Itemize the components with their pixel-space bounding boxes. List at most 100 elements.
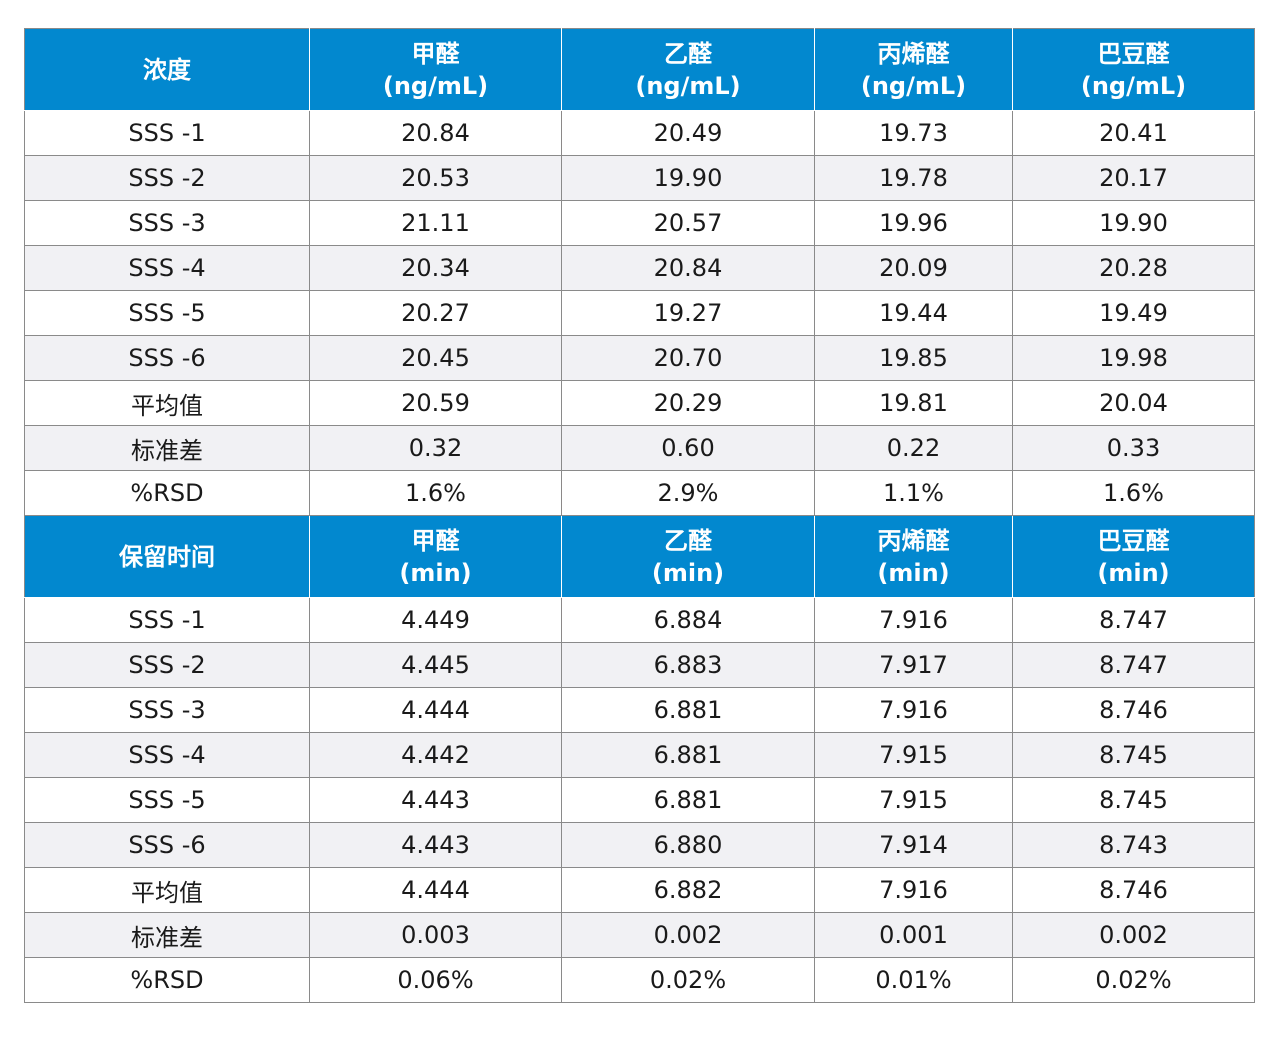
value-cell-formaldehyde: 4.443	[309, 777, 562, 823]
value-cell-acrolein: 19.96	[814, 200, 1013, 246]
value-cell-crotonaldehyde: 8.747	[1012, 642, 1255, 688]
value-cell-formaldehyde: 4.449	[309, 597, 562, 643]
value-cell-crotonaldehyde: 8.745	[1012, 732, 1255, 778]
row-label-cell: SSS -4	[24, 732, 310, 778]
header-name: 丙烯醛	[877, 526, 950, 555]
value-cell-crotonaldehyde: 8.746	[1012, 687, 1255, 733]
header-cell-crotonaldehyde: 巴豆醛 (ng/mL)	[1012, 28, 1255, 111]
value-cell-formaldehyde: 4.444	[309, 687, 562, 733]
value-cell-formaldehyde: 4.444	[309, 867, 562, 913]
value-cell-formaldehyde: 21.11	[309, 200, 562, 246]
value-cell-crotonaldehyde: 8.743	[1012, 822, 1255, 868]
value-cell-crotonaldehyde: 8.745	[1012, 777, 1255, 823]
header-unit: (min)	[651, 558, 725, 587]
value-cell-acetaldehyde: 20.49	[561, 110, 815, 156]
table-row: %RSD 0.06% 0.02% 0.01% 0.02%	[24, 957, 1255, 1003]
value-cell-formaldehyde: 20.27	[309, 290, 562, 336]
value-cell-acrolein: 1.1%	[814, 470, 1013, 516]
value-cell-acetaldehyde: 6.883	[561, 642, 815, 688]
value-cell-acetaldehyde: 6.881	[561, 777, 815, 823]
header-unit: (ng/mL)	[635, 71, 741, 100]
header-name: 巴豆醛	[1097, 526, 1170, 555]
value-cell-crotonaldehyde: 8.747	[1012, 597, 1255, 643]
value-cell-formaldehyde: 20.53	[309, 155, 562, 201]
row-label-cell: 平均值	[24, 867, 310, 913]
value-cell-acrolein: 0.22	[814, 425, 1013, 471]
value-cell-crotonaldehyde: 0.33	[1012, 425, 1255, 471]
value-cell-acetaldehyde: 20.29	[561, 380, 815, 426]
value-cell-formaldehyde: 4.445	[309, 642, 562, 688]
row-label-cell: SSS -3	[24, 687, 310, 733]
header-cell-label: 浓度	[24, 28, 310, 111]
header-name: 乙醛	[664, 526, 712, 555]
header-unit: (min)	[1097, 558, 1170, 587]
value-cell-acetaldehyde: 0.002	[561, 912, 815, 958]
row-label-cell: %RSD	[24, 470, 310, 516]
value-cell-acetaldehyde: 19.90	[561, 155, 815, 201]
header-cell-formaldehyde: 甲醛 (min)	[309, 515, 562, 598]
row-label-cell: SSS -2	[24, 642, 310, 688]
table-row: SSS -2 4.445 6.883 7.917 8.747	[24, 642, 1255, 688]
header-unit: (min)	[399, 558, 472, 587]
value-cell-formaldehyde: 4.442	[309, 732, 562, 778]
header-cell-acetaldehyde: 乙醛 (min)	[561, 515, 815, 598]
row-label-cell: 平均值	[24, 380, 310, 426]
results-table: 浓度 甲醛 (ng/mL) 乙醛 (ng/mL) 丙烯醛 (ng/mL) 巴豆醛 (ng/mL)…	[24, 28, 1255, 1003]
header-cell-crotonaldehyde: 巴豆醛 (min)	[1012, 515, 1255, 598]
table-row: SSS -5 20.27 19.27 19.44 19.49	[24, 290, 1255, 336]
value-cell-acrolein: 7.916	[814, 867, 1013, 913]
header-cell-label: 保留时间	[24, 515, 310, 598]
header-name: 乙醛	[664, 39, 712, 68]
value-cell-formaldehyde: 20.59	[309, 380, 562, 426]
table-row: %RSD 1.6% 2.9% 1.1% 1.6%	[24, 470, 1255, 516]
value-cell-crotonaldehyde: 20.04	[1012, 380, 1255, 426]
row-label-cell: SSS -6	[24, 822, 310, 868]
value-cell-crotonaldehyde: 0.02%	[1012, 957, 1255, 1003]
value-cell-formaldehyde: 0.003	[309, 912, 562, 958]
header-name: 甲醛	[411, 39, 460, 68]
header-name: 丙烯醛	[877, 39, 950, 68]
value-cell-formaldehyde: 1.6%	[309, 470, 562, 516]
value-cell-formaldehyde: 4.443	[309, 822, 562, 868]
row-label-cell: 标准差	[24, 912, 310, 958]
header-cell-acrolein: 丙烯醛 (ng/mL)	[814, 28, 1013, 111]
table-row: SSS -6 20.45 20.70 19.85 19.98	[24, 335, 1255, 381]
value-cell-acetaldehyde: 20.84	[561, 245, 815, 291]
value-cell-acrolein: 7.917	[814, 642, 1013, 688]
value-cell-formaldehyde: 20.84	[309, 110, 562, 156]
value-cell-crotonaldehyde: 19.49	[1012, 290, 1255, 336]
header-cell-acrolein: 丙烯醛 (min)	[814, 515, 1013, 598]
value-cell-acetaldehyde: 6.880	[561, 822, 815, 868]
value-cell-acetaldehyde: 6.882	[561, 867, 815, 913]
table-row: SSS -2 20.53 19.90 19.78 20.17	[24, 155, 1255, 201]
value-cell-crotonaldehyde: 19.98	[1012, 335, 1255, 381]
value-cell-acrolein: 7.916	[814, 597, 1013, 643]
row-label-cell: SSS -3	[24, 200, 310, 246]
value-cell-acetaldehyde: 6.881	[561, 687, 815, 733]
value-cell-crotonaldehyde: 20.41	[1012, 110, 1255, 156]
table-row: SSS -3 4.444 6.881 7.916 8.746	[24, 687, 1255, 733]
header-cell-formaldehyde: 甲醛 (ng/mL)	[309, 28, 562, 111]
header-cell-acetaldehyde: 乙醛 (ng/mL)	[561, 28, 815, 111]
table-row: SSS -4 20.34 20.84 20.09 20.28	[24, 245, 1255, 291]
value-cell-crotonaldehyde: 20.17	[1012, 155, 1255, 201]
row-label-cell: SSS -6	[24, 335, 310, 381]
row-label-cell: SSS -1	[24, 597, 310, 643]
value-cell-formaldehyde: 0.06%	[309, 957, 562, 1003]
table-row: SSS -1 4.449 6.884 7.916 8.747	[24, 597, 1255, 643]
table-row: 标准差 0.003 0.002 0.001 0.002	[24, 912, 1255, 958]
value-cell-acrolein: 7.914	[814, 822, 1013, 868]
header-name: 巴豆醛	[1097, 39, 1170, 68]
table-row: SSS -1 20.84 20.49 19.73 20.41	[24, 110, 1255, 156]
header-unit: (ng/mL)	[382, 71, 489, 100]
value-cell-formaldehyde: 20.34	[309, 245, 562, 291]
header-name: 保留时间	[119, 542, 215, 571]
value-cell-formaldehyde: 0.32	[309, 425, 562, 471]
header-unit: (ng/mL)	[1080, 71, 1187, 100]
table-row: SSS -4 4.442 6.881 7.915 8.745	[24, 732, 1255, 778]
row-label-cell: SSS -5	[24, 290, 310, 336]
value-cell-acetaldehyde: 20.57	[561, 200, 815, 246]
table-body: 浓度 甲醛 (ng/mL) 乙醛 (ng/mL) 丙烯醛 (ng/mL) 巴豆醛 (ng/mL)…	[24, 28, 1255, 1003]
header-unit: (ng/mL)	[860, 71, 967, 100]
value-cell-acrolein: 19.73	[814, 110, 1013, 156]
